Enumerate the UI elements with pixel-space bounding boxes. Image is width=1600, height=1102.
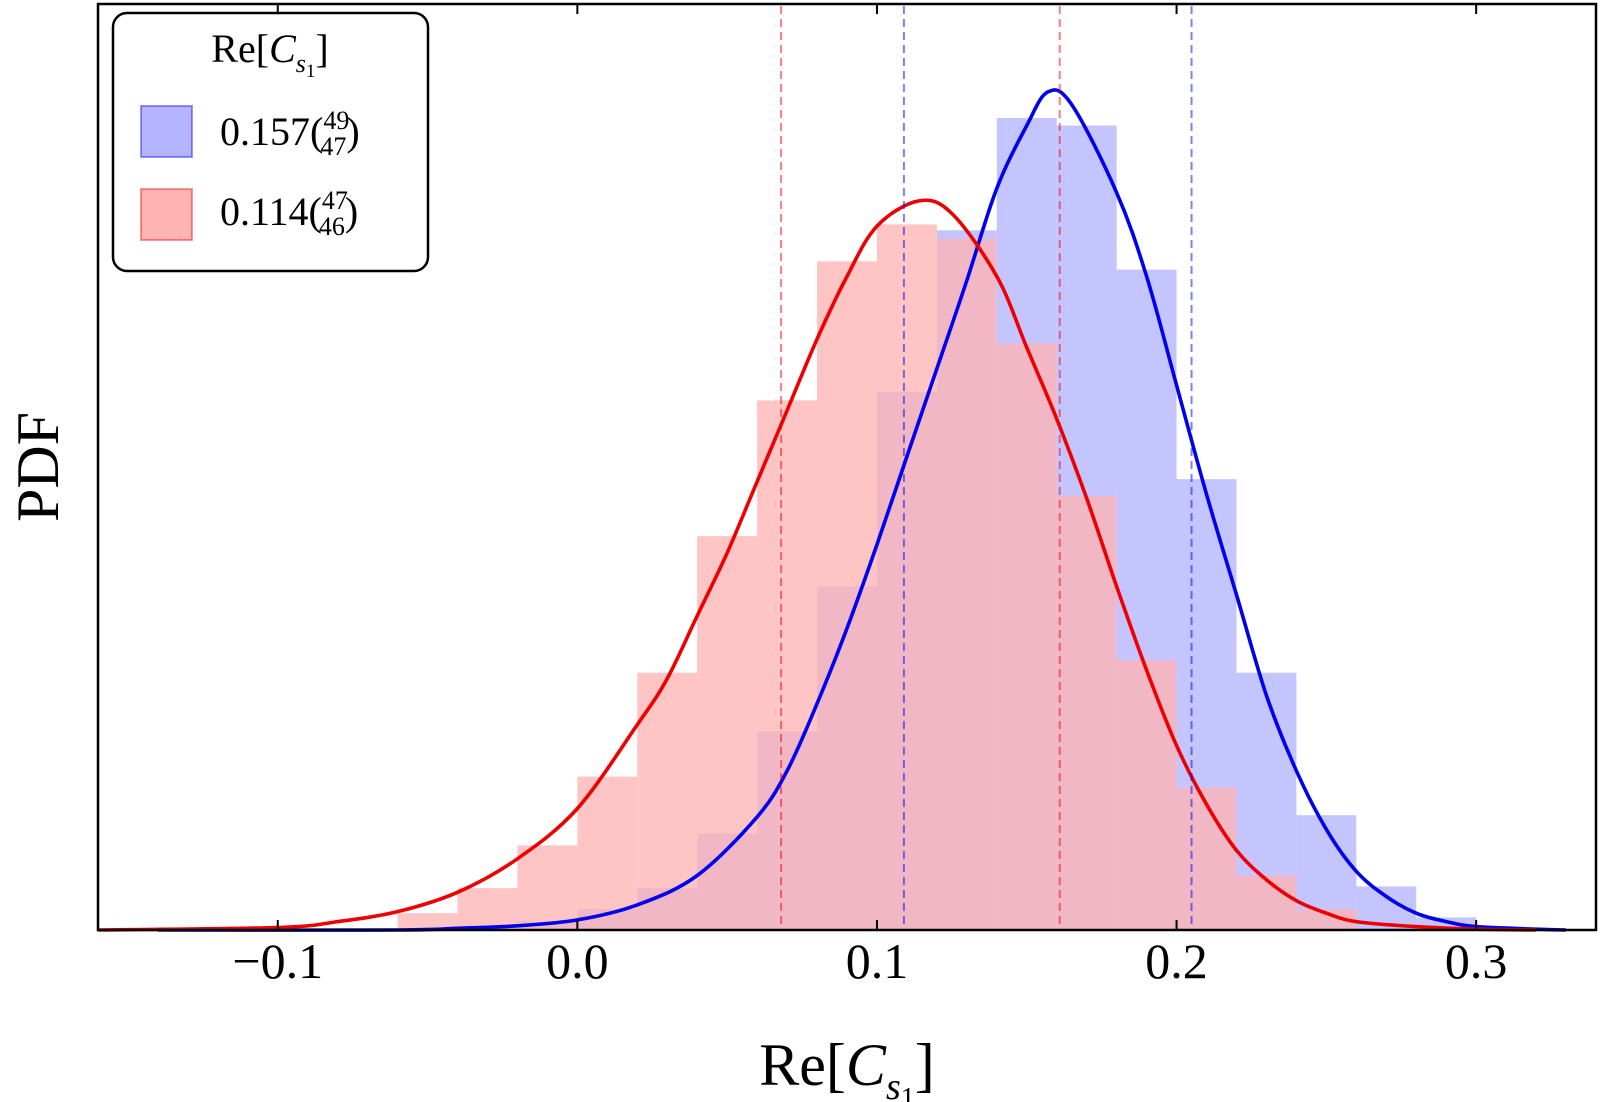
legend-title-sub1: s (296, 49, 306, 78)
legend: Re[Cs1] 0.157(49 47) 0.114(47 46) (111, 11, 430, 273)
y-axis-label: PDF (5, 412, 71, 522)
x-tick-label: 0.0 (546, 933, 609, 989)
histogram-layer (397, 117, 1477, 931)
legend-blue-value: 0.157( (220, 109, 323, 154)
hist-bar-red (1236, 875, 1297, 930)
x-axis-label-var: C (846, 1032, 887, 1098)
legend-red-close: ) (345, 189, 358, 234)
x-axis-label-base: Re[ (759, 1032, 846, 1098)
legend-red-sub: 46 (319, 212, 345, 241)
legend-swatch-blue (140, 105, 193, 158)
x-axis-label-close: ] (915, 1032, 935, 1098)
plot-frame (96, 2, 1598, 932)
legend-entry-blue: 0.157(49 47) (220, 106, 360, 161)
hist-bar-red (757, 400, 818, 930)
hist-bar-red (397, 913, 458, 930)
x-tick-label: 0.3 (1445, 933, 1508, 989)
hist-bar-red (936, 238, 997, 930)
x-axis-label: Re[Cs1] (759, 1032, 934, 1102)
density-curve-blue (157, 88, 1567, 932)
x-tick-label: 0.2 (1145, 933, 1208, 989)
interval-lines (780, 6, 1193, 930)
legend-entry-red: 0.114(47 46) (220, 186, 358, 241)
hist-bar-red (996, 343, 1057, 930)
legend-title-base: Re[ (211, 26, 269, 71)
hist-bar-red (457, 888, 518, 930)
legend-title-sub2: 1 (306, 61, 316, 82)
x-tick-label: 0.1 (846, 933, 909, 989)
x-axis-label-sub1: s (886, 1066, 901, 1102)
legend-red-value: 0.114( (220, 189, 322, 234)
hist-bar-red (1056, 495, 1117, 930)
hist-bar-red (876, 224, 937, 931)
density-curve-red (97, 198, 1537, 932)
hist-bar-red (577, 776, 638, 930)
hist-bar-red (817, 261, 877, 930)
density-curves (97, 88, 1567, 932)
legend-blue-sup: 49 (323, 106, 349, 135)
x-tick-label: −0.1 (232, 933, 323, 989)
hist-bar-red (1176, 787, 1237, 930)
legend-title-close: ] (315, 26, 328, 71)
legend-blue-sub: 47 (320, 132, 346, 161)
hist-bar-red (697, 536, 758, 930)
hist-bar-red (517, 845, 578, 930)
hist-bar-red (1116, 660, 1177, 930)
hist-bar-red (637, 672, 698, 930)
legend-red-sup: 47 (322, 186, 348, 215)
legend-swatch-red (140, 188, 193, 241)
x-axis-label-sub2: 1 (901, 1083, 915, 1102)
x-axis-ticks: −0.1 0.0 0.1 0.2 0.3 (232, 4, 1507, 989)
legend-blue-close: ) (346, 109, 359, 154)
legend-title: Re[Cs1] (211, 26, 328, 82)
legend-title-var: C (269, 26, 297, 71)
hist-bar-red (1296, 909, 1357, 930)
